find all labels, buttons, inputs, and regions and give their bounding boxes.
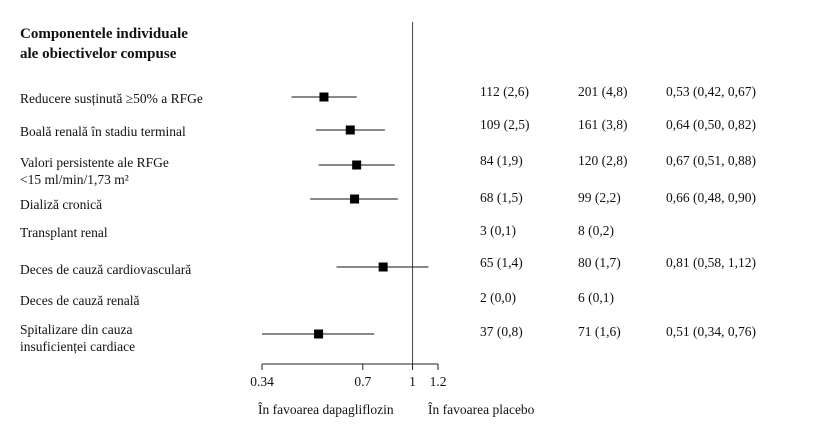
row-label: Dializă cronică: [20, 197, 103, 212]
placebo-events-cell: 120 (2,8): [578, 153, 628, 168]
dapagliflozin-events-cell: 65 (1,4): [480, 255, 523, 270]
placebo-events-cell: 8 (0,2): [578, 223, 614, 238]
point-estimate-marker: [350, 194, 360, 204]
row-label: Boală renală în stadiu terminal: [20, 124, 186, 139]
hazard-ratio-cell: 0,66 (0,48, 0,90): [666, 190, 756, 205]
row-label: Spitalizare din cauza: [20, 322, 133, 337]
x-tick-label: 0.7: [354, 374, 372, 389]
dapagliflozin-events-cell: 68 (1,5): [480, 190, 523, 205]
dapagliflozin-events-cell: 37 (0,8): [480, 324, 523, 339]
placebo-events-cell: 99 (2,2): [578, 190, 621, 205]
dapagliflozin-events-cell: 84 (1,9): [480, 153, 523, 168]
dapagliflozin-events-cell: 112 (2,6): [480, 84, 529, 99]
row-label: Reducere susținută ≥50% a RFGe: [20, 91, 203, 106]
point-estimate-marker: [345, 125, 355, 135]
row-label: Transplant renal: [20, 225, 108, 240]
chart-title-line-2: ale obiectivelor compuse: [20, 46, 177, 62]
x-tick-label: 1: [409, 374, 416, 389]
placebo-events-cell: 6 (0,1): [578, 290, 614, 305]
favor-dapagliflozin-label: În favoarea dapagliflozin: [258, 402, 394, 417]
placebo-events-cell: 201 (4,8): [578, 84, 628, 99]
dapagliflozin-events-cell: 109 (2,5): [480, 117, 530, 132]
hazard-ratio-cell: 0,51 (0,34, 0,76): [666, 324, 756, 339]
point-estimate-marker: [378, 262, 388, 272]
x-tick-label: 1.2: [429, 374, 447, 389]
row-label: Deces de cauză cardiovasculară: [20, 262, 192, 277]
dapagliflozin-events-cell: 2 (0,0): [480, 290, 516, 305]
favor-placebo-label: În favoarea placebo: [428, 402, 535, 417]
placebo-events-cell: 80 (1,7): [578, 255, 621, 270]
row-label: <15 ml/min/1,73 m²: [20, 172, 129, 187]
chart-title-line-1: Componentele individuale: [20, 26, 188, 42]
point-estimate-marker: [314, 329, 324, 339]
row-label: Valori persistente ale RFGe: [20, 155, 169, 170]
point-estimate-marker: [352, 160, 362, 170]
hazard-ratio-cell: 0,67 (0,51, 0,88): [666, 153, 756, 168]
hazard-ratio-cell: 0,53 (0,42, 0,67): [666, 84, 756, 99]
hazard-ratio-cell: 0,81 (0,58, 1,12): [666, 255, 756, 270]
dapagliflozin-events-cell: 3 (0,1): [480, 223, 516, 238]
row-label: insuficienței cardiace: [20, 339, 136, 354]
hazard-ratio-cell: 0,64 (0,50, 0,82): [666, 117, 756, 132]
placebo-events-cell: 161 (3,8): [578, 117, 628, 132]
point-estimate-marker: [319, 92, 329, 102]
placebo-events-cell: 71 (1,6): [578, 324, 621, 339]
x-tick-label: 0.34: [250, 374, 274, 389]
row-label: Deces de cauză renală: [20, 293, 140, 308]
chart-title: Componentele individuale ale obiectivelo…: [20, 24, 188, 64]
